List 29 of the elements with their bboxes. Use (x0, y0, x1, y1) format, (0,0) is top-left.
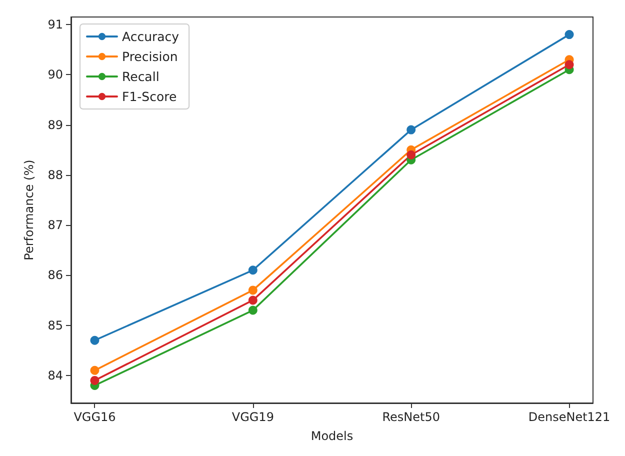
legend-label: F1-Score (122, 89, 177, 104)
x-tick-label: VGG16 (74, 410, 116, 424)
y-tick-label: 87 (48, 218, 63, 232)
x-axis-title: Models (310, 429, 354, 443)
y-tick-label: 86 (48, 268, 63, 282)
point (248, 296, 258, 305)
legend-label: Accuracy (122, 29, 180, 44)
legend-label: Recall (122, 69, 160, 84)
point (90, 376, 100, 385)
x-tick-label: VGG19 (232, 410, 274, 424)
y-tick-label: 84 (48, 368, 63, 382)
x-tick-label: DenseNet121 (528, 410, 610, 424)
y-axis-title: Performance (%) (22, 160, 36, 260)
point (248, 306, 258, 315)
y-tick-label: 88 (48, 168, 63, 182)
x-tick-label: ResNet50 (382, 410, 440, 424)
legend-label: Precision (122, 49, 178, 64)
y-tick-label: 90 (48, 68, 63, 82)
point (90, 336, 100, 345)
y-tick-label: 85 (48, 318, 63, 332)
point (90, 366, 100, 375)
point (406, 125, 416, 134)
point (248, 286, 258, 295)
point (406, 150, 416, 160)
point (564, 30, 574, 40)
point (564, 60, 574, 70)
point (248, 266, 258, 275)
y-tick-label: 91 (48, 18, 63, 32)
y-tick-label: 89 (48, 118, 63, 132)
